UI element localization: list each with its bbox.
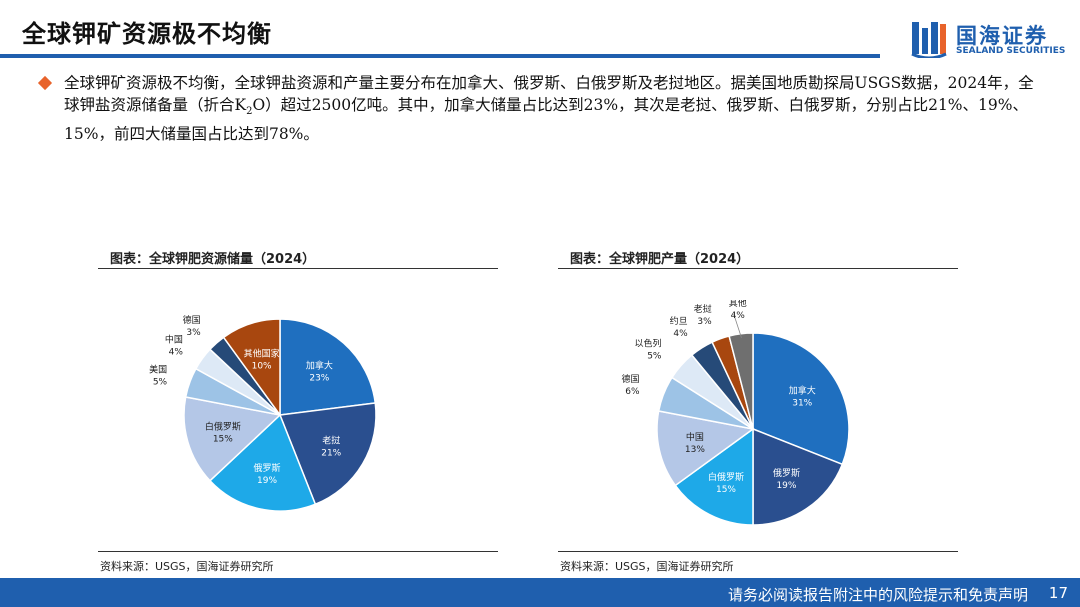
reserves-chart-title: 图表：全球钾肥资源储量（2024） (110, 252, 316, 267)
slide-footer: 请务必阅读报告附注中的风险提示和免责声明 17 (0, 578, 1080, 607)
pie-slice-label: 德国 (183, 314, 201, 326)
production-chart-panel: 图表：全球钾肥产量（2024） 加拿大 31% 俄罗斯 19% 白俄罗斯 15% 中国 13%… (558, 240, 958, 573)
diamond-bullet-icon (37, 75, 53, 91)
pie-slice (183, 396, 282, 482)
pie-slice-value: 31% (792, 399, 812, 409)
company-logo: 国海证券 SEALAND SECURITIES (910, 18, 1070, 60)
page-title: 全球钾矿资源极不均衡 (22, 20, 272, 48)
summary-subscript: 2 (246, 106, 253, 118)
production-pie-chart: 加拿大 31% 俄罗斯 19% 白俄罗斯 15% 中国 13% 德国 6% 以色列 5% 约旦 4% 老挝 3… (622, 300, 850, 526)
pie-slice-label: 老挝 (322, 434, 340, 446)
pie-slice-label: 美国 (149, 363, 167, 375)
pie-slice-label: 中国 (686, 431, 704, 443)
production-chart-source: 资料来源：USGS，国海证券研究所 (560, 560, 734, 573)
pie-slice-label: 加拿大 (306, 359, 333, 371)
pie-slice-value: 5% (153, 377, 168, 387)
pie-slice-label: 中国 (165, 333, 183, 345)
panel-rule (98, 551, 498, 552)
pie-slice-value: 19% (776, 481, 796, 491)
pie-slice (208, 413, 317, 512)
pie-slice-label: 以色列 (634, 337, 661, 349)
pie-slice-label: 白俄罗斯 (205, 421, 241, 433)
pie-slice-value: 3% (186, 328, 201, 338)
pie-slice-label: 俄罗斯 (773, 467, 800, 479)
reserves-chart-panel: 图表：全球钾肥资源储量（2024） 加拿大 23% 老挝 21% 俄罗斯 19% 白俄罗斯 1… (98, 240, 498, 573)
reserves-chart-source: 资料来源：USGS，国海证券研究所 (100, 560, 274, 573)
pie-slice (656, 410, 755, 487)
pie-slice-value: 3% (697, 317, 712, 327)
logo-text-cn: 国海证券 (956, 24, 1048, 48)
pie-slice-value: 13% (685, 445, 705, 455)
pie-slice-value: 4% (673, 329, 688, 339)
title-underline (0, 54, 880, 58)
pie-slice-label: 白俄罗斯 (708, 471, 744, 483)
summary-text-part2: O）超过2500亿吨。其中，加拿大储量占比达到23%，其次是老挝、俄罗斯、白俄罗… (64, 96, 1028, 144)
pie-slice-value: 4% (731, 311, 746, 321)
pie-slice-label: 加拿大 (789, 385, 816, 397)
production-chart-title: 图表：全球钾肥产量（2024） (570, 252, 750, 267)
pie-slice-value: 19% (257, 476, 277, 486)
pie-slice-value: 4% (169, 347, 184, 357)
pie-slice-label: 德国 (622, 373, 640, 385)
pie-slice (752, 427, 844, 526)
disclaimer-text: 请务必阅读报告附注中的风险提示和免责声明 (727, 586, 1028, 604)
pie-slice-value: 21% (321, 448, 341, 458)
pie-slice-value: 15% (213, 435, 233, 445)
panel-rule (558, 551, 958, 552)
pie-slice-label: 其他 (729, 300, 747, 309)
pie-slice-label: 老挝 (694, 303, 712, 315)
summary-text-part1: 全球钾矿资源极不均衡，全球钾盐资源和产量主要分布在加拿大、俄罗斯、白俄罗斯及老挝… (64, 74, 1034, 114)
pie-slice-value: 15% (716, 485, 736, 495)
pie-slice (222, 318, 281, 418)
pie-slice-value: 10% (252, 361, 272, 371)
logo-text-en: SEALAND SECURITIES (956, 46, 1066, 56)
pie-slice-label: 约旦 (670, 315, 688, 327)
pie-slice (279, 318, 377, 416)
page-number: 17 (1048, 584, 1068, 602)
reserves-pie-chart: 加拿大 23% 老挝 21% 俄罗斯 19% 白俄罗斯 15% 美国 5% 中国 4% 德国 3% 其他国家… (149, 314, 377, 512)
panel-rule (558, 268, 958, 269)
pie-slice-value: 23% (309, 373, 329, 383)
pie-slice-value: 5% (647, 351, 662, 361)
summary-text: 全球钾矿资源极不均衡，全球钾盐资源和产量主要分布在加拿大、俄罗斯、白俄罗斯及老挝… (64, 72, 1044, 145)
panel-rule (98, 268, 498, 269)
pie-slice (752, 332, 850, 466)
slide-header: 全球钾矿资源极不均衡 国海证券 SEALAND SECURITIES (0, 0, 1080, 62)
pie-slice (278, 402, 377, 506)
pie-slice (674, 427, 754, 526)
pie-slice (728, 332, 754, 430)
pie-slice-label: 俄罗斯 (254, 462, 281, 474)
pie-slice-label: 其他国家 (244, 347, 280, 359)
logo-mark-icon (911, 22, 947, 58)
leader-line (733, 313, 742, 338)
pie-slice-value: 6% (625, 387, 640, 397)
